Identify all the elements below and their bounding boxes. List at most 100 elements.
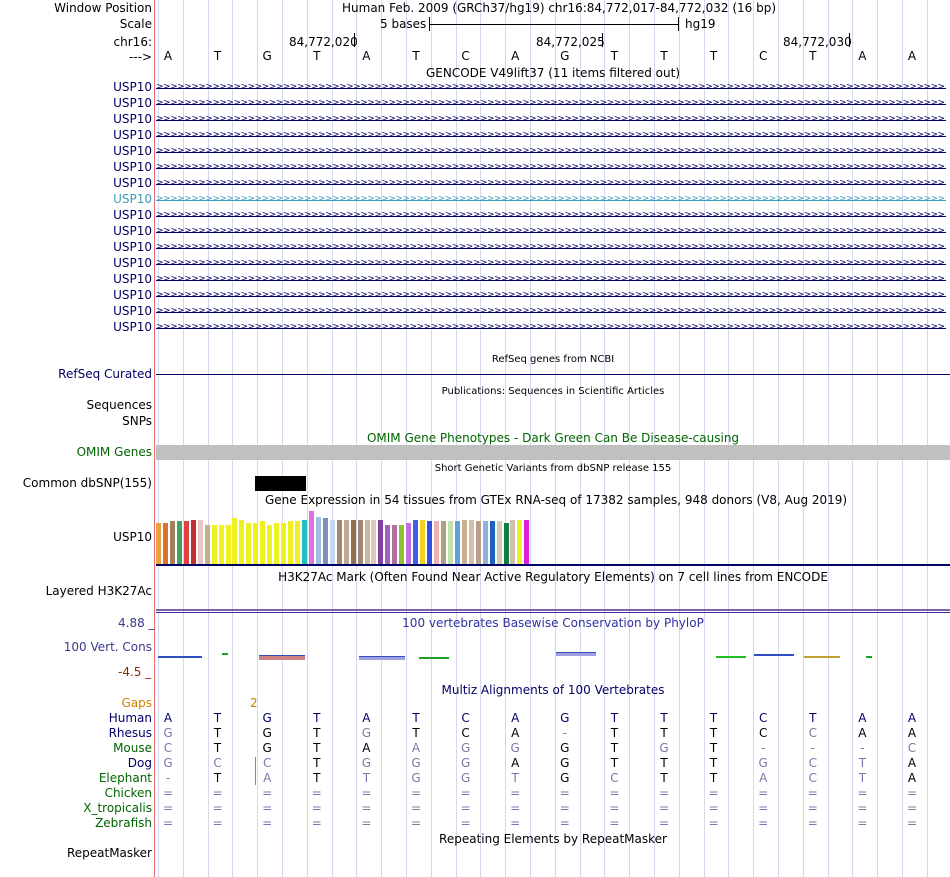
multiz-track-title[interactable]: Multiz Alignments of 100 Vertebrates (441, 683, 665, 697)
gtex-tissue-bar[interactable] (274, 523, 280, 564)
multiz-species-label[interactable]: Rhesus (108, 726, 152, 740)
gencode-transcript-feature[interactable]: >>>>>>>>>>>>>>>>>>>>>>>>>>>>>>>>>>>>>>>>… (156, 100, 946, 108)
publications-track-title[interactable]: Publications: Sequences in Scientific Ar… (441, 386, 665, 397)
gtex-tissue-bar[interactable] (364, 520, 370, 564)
omim-gene-block[interactable] (156, 445, 950, 460)
gtex-tissue-bar[interactable] (524, 520, 530, 564)
gtex-tissue-bar[interactable] (420, 520, 426, 564)
gtex-tissue-bar[interactable] (399, 525, 405, 564)
multiz-species-label[interactable]: Zebrafish (95, 816, 152, 830)
gtex-tissue-bar[interactable] (503, 523, 509, 564)
multiz-gaps-label[interactable]: Gaps (121, 696, 152, 710)
gtex-tissue-bar[interactable] (260, 521, 266, 564)
gtex-tissue-bar[interactable] (315, 517, 321, 564)
gtex-tissue-bar[interactable] (378, 520, 384, 564)
gtex-tissue-bar[interactable] (169, 521, 175, 564)
gencode-transcript-label[interactable]: USP10 (113, 80, 152, 94)
gencode-transcript-label[interactable]: USP10 (113, 144, 152, 158)
gencode-transcript-label[interactable]: USP10 (113, 96, 152, 110)
gtex-tissue-bar[interactable] (434, 521, 439, 564)
repeatmasker-label[interactable]: RepeatMasker (66, 846, 152, 860)
gtex-tissue-bar[interactable] (489, 521, 495, 564)
gtex-tissue-bar[interactable] (162, 523, 168, 564)
gtex-tissue-bar[interactable] (510, 520, 516, 564)
gtex-tissue-bar[interactable] (322, 518, 328, 564)
gtex-tissue-bar[interactable] (385, 525, 391, 564)
gtex-tissue-bar[interactable] (281, 523, 287, 564)
gencode-transcript-label[interactable]: USP10 (113, 128, 152, 142)
refseq-curated-label[interactable]: RefSeq Curated (58, 367, 152, 381)
gtex-tissue-bar[interactable] (350, 520, 356, 564)
gencode-transcript-label[interactable]: USP10 (113, 208, 152, 222)
gencode-transcript-feature[interactable]: >>>>>>>>>>>>>>>>>>>>>>>>>>>>>>>>>>>>>>>>… (156, 148, 946, 156)
gtex-tissue-bar[interactable] (197, 520, 203, 564)
gtex-tissue-bar[interactable] (176, 521, 182, 564)
gtex-tissue-bar[interactable] (218, 525, 224, 564)
gtex-tissue-bar[interactable] (475, 521, 481, 564)
gtex-tissue-bar[interactable] (239, 520, 245, 564)
gencode-transcript-feature[interactable]: >>>>>>>>>>>>>>>>>>>>>>>>>>>>>>>>>>>>>>>>… (156, 324, 946, 332)
gencode-transcript-feature[interactable]: >>>>>>>>>>>>>>>>>>>>>>>>>>>>>>>>>>>>>>>>… (156, 84, 946, 92)
gencode-transcript-feature[interactable]: >>>>>>>>>>>>>>>>>>>>>>>>>>>>>>>>>>>>>>>>… (156, 212, 946, 220)
gencode-transcript-feature[interactable]: >>>>>>>>>>>>>>>>>>>>>>>>>>>>>>>>>>>>>>>>… (156, 276, 946, 284)
gtex-tissue-bar[interactable] (190, 520, 196, 564)
gencode-transcript-feature[interactable]: >>>>>>>>>>>>>>>>>>>>>>>>>>>>>>>>>>>>>>>>… (156, 180, 946, 188)
gencode-transcript-feature[interactable]: >>>>>>>>>>>>>>>>>>>>>>>>>>>>>>>>>>>>>>>>… (156, 164, 946, 172)
gtex-tissue-bar[interactable] (183, 521, 189, 564)
gtex-tissue-bar[interactable] (211, 525, 217, 564)
gencode-transcript-label[interactable]: USP10 (113, 160, 152, 174)
gencode-transcript-feature[interactable]: >>>>>>>>>>>>>>>>>>>>>>>>>>>>>>>>>>>>>>>>… (156, 292, 946, 300)
phylop-plot[interactable] (156, 632, 950, 680)
gtex-tissue-bar[interactable] (225, 525, 231, 564)
multiz-species-label[interactable]: Elephant (98, 771, 152, 785)
phylop-label[interactable]: 100 Vert. Cons (63, 640, 152, 654)
dbsnp-track-title[interactable]: Short Genetic Variants from dbSNP releas… (434, 463, 672, 474)
repeatmasker-track-title[interactable]: Repeating Elements by RepeatMasker (439, 832, 667, 846)
multiz-species-label[interactable]: Dog (127, 756, 152, 770)
gencode-transcript-feature[interactable]: >>>>>>>>>>>>>>>>>>>>>>>>>>>>>>>>>>>>>>>>… (156, 260, 946, 268)
gtex-tissue-bar[interactable] (406, 523, 412, 564)
multiz-species-label[interactable]: Human (108, 711, 152, 725)
gtex-tissue-bar[interactable] (447, 521, 453, 564)
gencode-track-title[interactable]: GENCODE V49lift37 (11 items filtered out… (425, 66, 680, 80)
gtex-tissue-bar[interactable] (413, 520, 419, 564)
gtex-gene-label[interactable]: USP10 (113, 530, 152, 544)
gtex-tissue-bar[interactable] (440, 521, 446, 564)
publications-sequences-label[interactable]: Sequences (86, 398, 152, 412)
gencode-transcript-label[interactable]: USP10 (113, 288, 152, 302)
gtex-tissue-bar[interactable] (204, 525, 210, 564)
gencode-transcript-feature[interactable]: >>>>>>>>>>>>>>>>>>>>>>>>>>>>>>>>>>>>>>>>… (156, 196, 946, 204)
gtex-tissue-bar[interactable] (343, 520, 349, 564)
gencode-transcript-label[interactable]: USP10 (113, 192, 152, 206)
gencode-transcript-feature[interactable]: >>>>>>>>>>>>>>>>>>>>>>>>>>>>>>>>>>>>>>>>… (156, 308, 946, 316)
gtex-tissue-bar[interactable] (357, 520, 363, 564)
multiz-species-label[interactable]: Chicken (104, 786, 152, 800)
gtex-tissue-bar[interactable] (482, 521, 488, 564)
gtex-tissue-bar[interactable] (454, 521, 460, 564)
gtex-tissue-bar[interactable] (267, 525, 273, 564)
gtex-tissue-bar[interactable] (295, 521, 300, 564)
gtex-tissue-bar[interactable] (336, 520, 342, 564)
phylop-track-title[interactable]: 100 vertebrates Basewise Conservation by… (402, 616, 704, 630)
gtex-tissue-bar[interactable] (468, 520, 474, 564)
gtex-tissue-bar[interactable] (232, 518, 238, 564)
multiz-species-label[interactable]: X_tropicalis (83, 801, 152, 815)
gencode-transcript-label[interactable]: USP10 (113, 112, 152, 126)
refseq-gene-line[interactable] (156, 374, 950, 375)
gtex-tissue-bar[interactable] (253, 523, 259, 564)
gtex-tissue-bar[interactable] (517, 520, 523, 564)
gencode-transcript-label[interactable]: USP10 (113, 176, 152, 190)
gencode-transcript-label[interactable]: USP10 (113, 320, 152, 334)
gencode-transcript-label[interactable]: USP10 (113, 304, 152, 318)
gtex-tissue-bar[interactable] (288, 521, 294, 564)
gtex-tissue-bar[interactable] (246, 523, 252, 564)
common-dbsnp-label[interactable]: Common dbSNP(155) (22, 476, 152, 490)
gencode-transcript-label[interactable]: USP10 (113, 272, 152, 286)
gtex-tissue-bar[interactable] (156, 523, 161, 564)
gtex-track-title[interactable]: Gene Expression in 54 tissues from GTEx … (265, 493, 848, 507)
gencode-transcript-feature[interactable]: >>>>>>>>>>>>>>>>>>>>>>>>>>>>>>>>>>>>>>>>… (156, 244, 946, 252)
gtex-tissue-bar[interactable] (461, 520, 467, 564)
gencode-transcript-feature[interactable]: >>>>>>>>>>>>>>>>>>>>>>>>>>>>>>>>>>>>>>>>… (156, 132, 946, 140)
multiz-gap-count[interactable]: 2 (250, 696, 258, 710)
h3k27ac-track-title[interactable]: H3K27Ac Mark (Often Found Near Active Re… (278, 570, 828, 584)
